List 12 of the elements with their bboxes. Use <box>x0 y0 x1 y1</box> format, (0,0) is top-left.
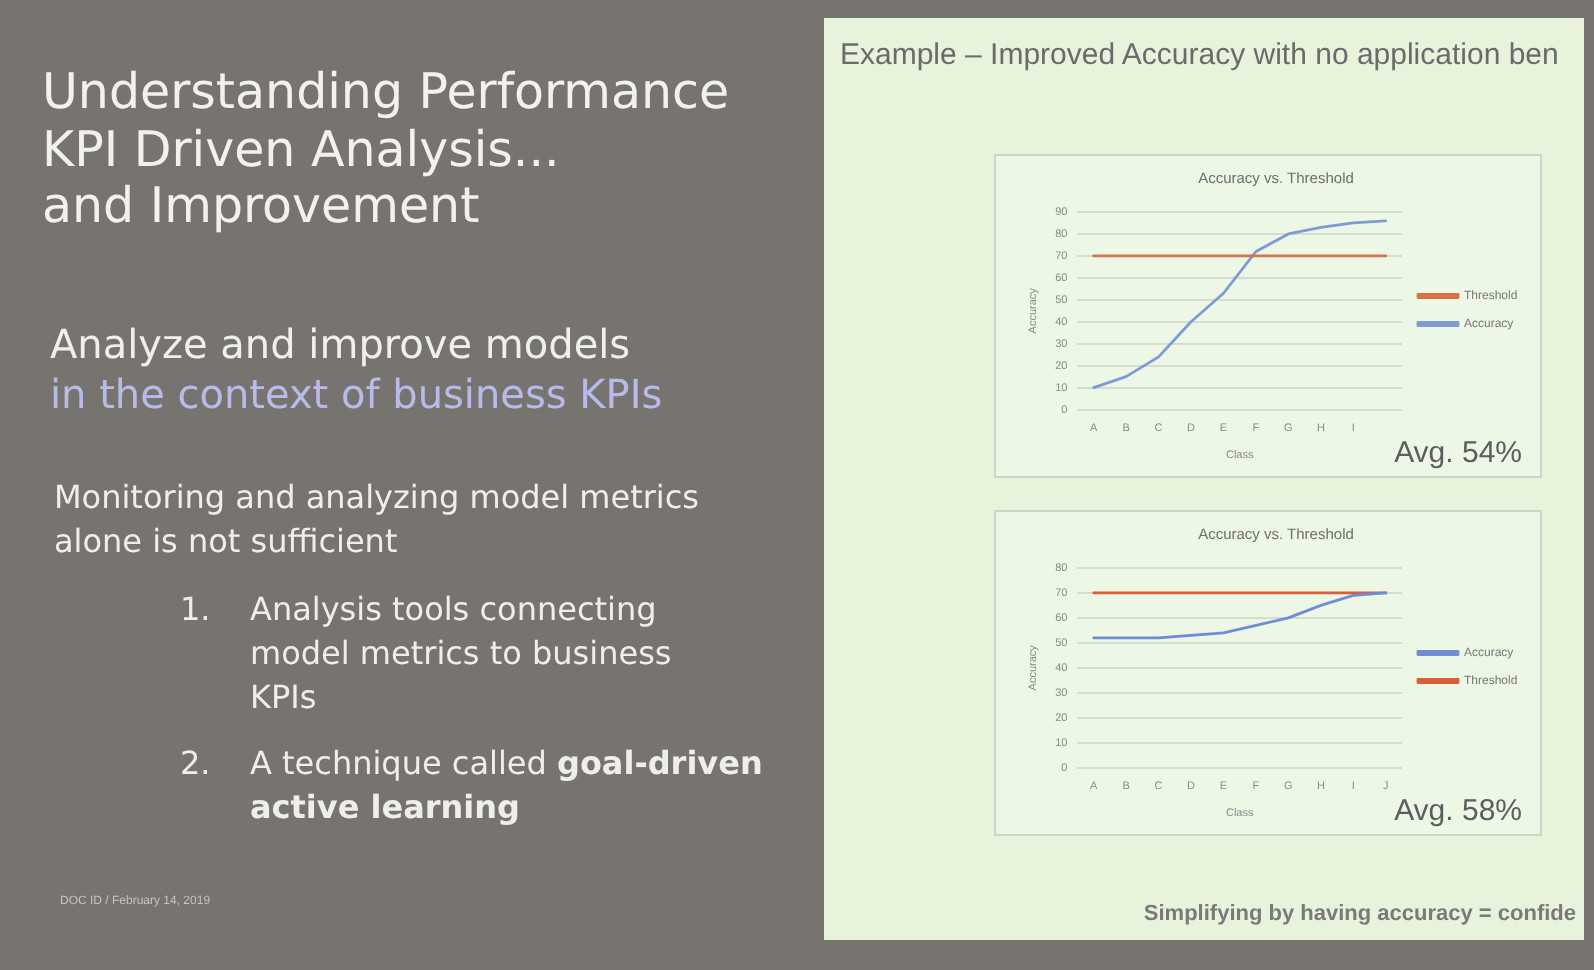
text: Simplifying by having accuracy = confide <box>1143 902 1576 926</box>
text: Avg. 58% <box>1394 794 1522 828</box>
text: 2. A technique called <box>180 744 547 782</box>
text: Avg. 54% <box>1394 436 1522 470</box>
text: 1. Analysis tools connecting model metrics to business KPIs <box>180 590 672 716</box>
text: in the context of business KPIs <box>50 370 663 418</box>
text: goal-driven <box>556 744 763 782</box>
text: Analyze and improve models <box>50 320 631 368</box>
text: Monitoring and analyzing model metrics alone is not sufficient <box>54 476 701 564</box>
text: Understanding Performance KPI Driven Analysis... and Improvement <box>42 62 732 235</box>
text: active learning <box>250 788 521 826</box>
text: Example – Improved Accuracy with no application ben <box>840 38 1559 72</box>
